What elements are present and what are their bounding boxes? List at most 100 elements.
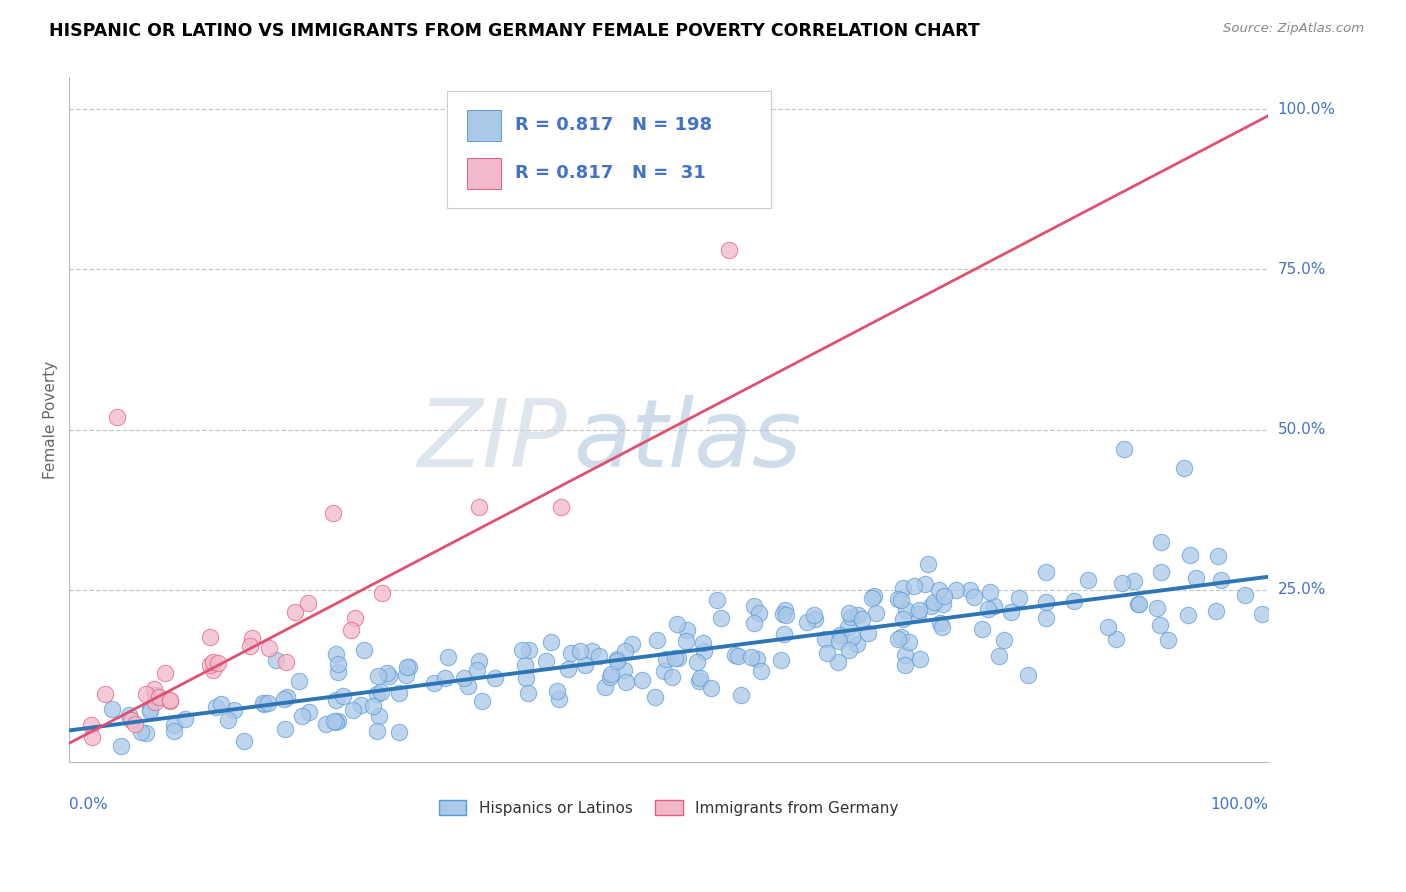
Point bbox=[547, 691, 569, 706]
Point bbox=[332, 689, 354, 703]
Point bbox=[398, 660, 420, 674]
Point bbox=[929, 615, 952, 630]
Point bbox=[467, 654, 489, 668]
Point bbox=[664, 651, 686, 665]
Point bbox=[581, 643, 603, 657]
Point bbox=[257, 640, 280, 655]
Point bbox=[1123, 574, 1146, 589]
Text: atlas: atlas bbox=[572, 395, 801, 486]
Point bbox=[253, 697, 276, 711]
Point bbox=[80, 717, 103, 731]
Point bbox=[342, 703, 364, 717]
Point bbox=[1017, 667, 1039, 681]
Point bbox=[138, 705, 160, 719]
Point bbox=[273, 691, 295, 706]
Point bbox=[101, 702, 124, 716]
Point bbox=[988, 649, 1011, 664]
Point bbox=[468, 500, 491, 514]
Point bbox=[484, 671, 506, 685]
Point bbox=[804, 611, 827, 625]
Point bbox=[654, 664, 676, 678]
Point bbox=[606, 654, 628, 668]
Point bbox=[515, 671, 537, 685]
Text: 100.0%: 100.0% bbox=[1211, 797, 1268, 812]
Point bbox=[773, 627, 796, 641]
Point bbox=[606, 652, 628, 666]
Point bbox=[934, 589, 956, 603]
Point bbox=[1105, 632, 1128, 647]
Point bbox=[361, 698, 384, 713]
Point bbox=[557, 662, 579, 676]
Point bbox=[202, 663, 225, 677]
Point bbox=[963, 590, 986, 604]
Point bbox=[945, 582, 967, 597]
Point bbox=[240, 631, 263, 645]
Point bbox=[368, 709, 391, 723]
Point bbox=[742, 616, 765, 631]
Point bbox=[890, 593, 912, 607]
Point bbox=[894, 603, 917, 617]
Point bbox=[1035, 611, 1057, 625]
Point bbox=[894, 657, 917, 672]
Point bbox=[588, 648, 610, 663]
Point bbox=[367, 669, 389, 683]
Point bbox=[513, 658, 536, 673]
Point bbox=[647, 632, 669, 647]
Point bbox=[959, 582, 981, 597]
Point bbox=[387, 686, 409, 700]
Point bbox=[897, 635, 920, 649]
Point bbox=[745, 652, 768, 666]
Point bbox=[239, 639, 262, 653]
Point bbox=[366, 687, 388, 701]
Point bbox=[907, 607, 929, 621]
Point bbox=[621, 637, 644, 651]
Point bbox=[772, 607, 794, 621]
Point bbox=[519, 643, 541, 657]
Point bbox=[1114, 442, 1136, 456]
Point bbox=[378, 668, 401, 682]
Point bbox=[644, 690, 666, 705]
Point bbox=[201, 655, 224, 669]
Point bbox=[94, 687, 117, 701]
Point bbox=[569, 644, 592, 658]
Point bbox=[264, 653, 287, 667]
Point bbox=[595, 680, 617, 694]
Point bbox=[139, 702, 162, 716]
Point bbox=[865, 607, 887, 621]
Point bbox=[993, 633, 1015, 648]
Point bbox=[297, 596, 319, 610]
Point bbox=[550, 500, 572, 515]
Point bbox=[710, 611, 733, 625]
Point bbox=[118, 707, 141, 722]
Text: 100.0%: 100.0% bbox=[1278, 102, 1336, 117]
Point bbox=[887, 632, 910, 646]
Point bbox=[814, 632, 837, 646]
Point bbox=[135, 725, 157, 739]
Text: 0.0%: 0.0% bbox=[69, 797, 108, 812]
Point bbox=[471, 694, 494, 708]
Point bbox=[655, 651, 678, 665]
Point bbox=[422, 676, 444, 690]
Point bbox=[395, 667, 418, 681]
Text: Source: ZipAtlas.com: Source: ZipAtlas.com bbox=[1223, 22, 1364, 36]
Point bbox=[1128, 598, 1150, 612]
Point bbox=[903, 579, 925, 593]
Text: 25.0%: 25.0% bbox=[1278, 582, 1326, 597]
Point bbox=[928, 582, 950, 597]
Point bbox=[724, 648, 747, 663]
Point bbox=[907, 603, 929, 617]
Point bbox=[1157, 633, 1180, 648]
Point bbox=[143, 689, 166, 703]
Point bbox=[1035, 565, 1057, 579]
Point bbox=[517, 686, 540, 700]
Point bbox=[828, 628, 851, 642]
Point bbox=[371, 586, 394, 600]
Point bbox=[846, 608, 869, 623]
Point bbox=[284, 605, 307, 619]
Point bbox=[1150, 565, 1173, 579]
Point bbox=[837, 620, 859, 634]
Point bbox=[204, 699, 226, 714]
Point bbox=[433, 672, 456, 686]
Point bbox=[350, 698, 373, 713]
Point bbox=[1097, 620, 1119, 634]
